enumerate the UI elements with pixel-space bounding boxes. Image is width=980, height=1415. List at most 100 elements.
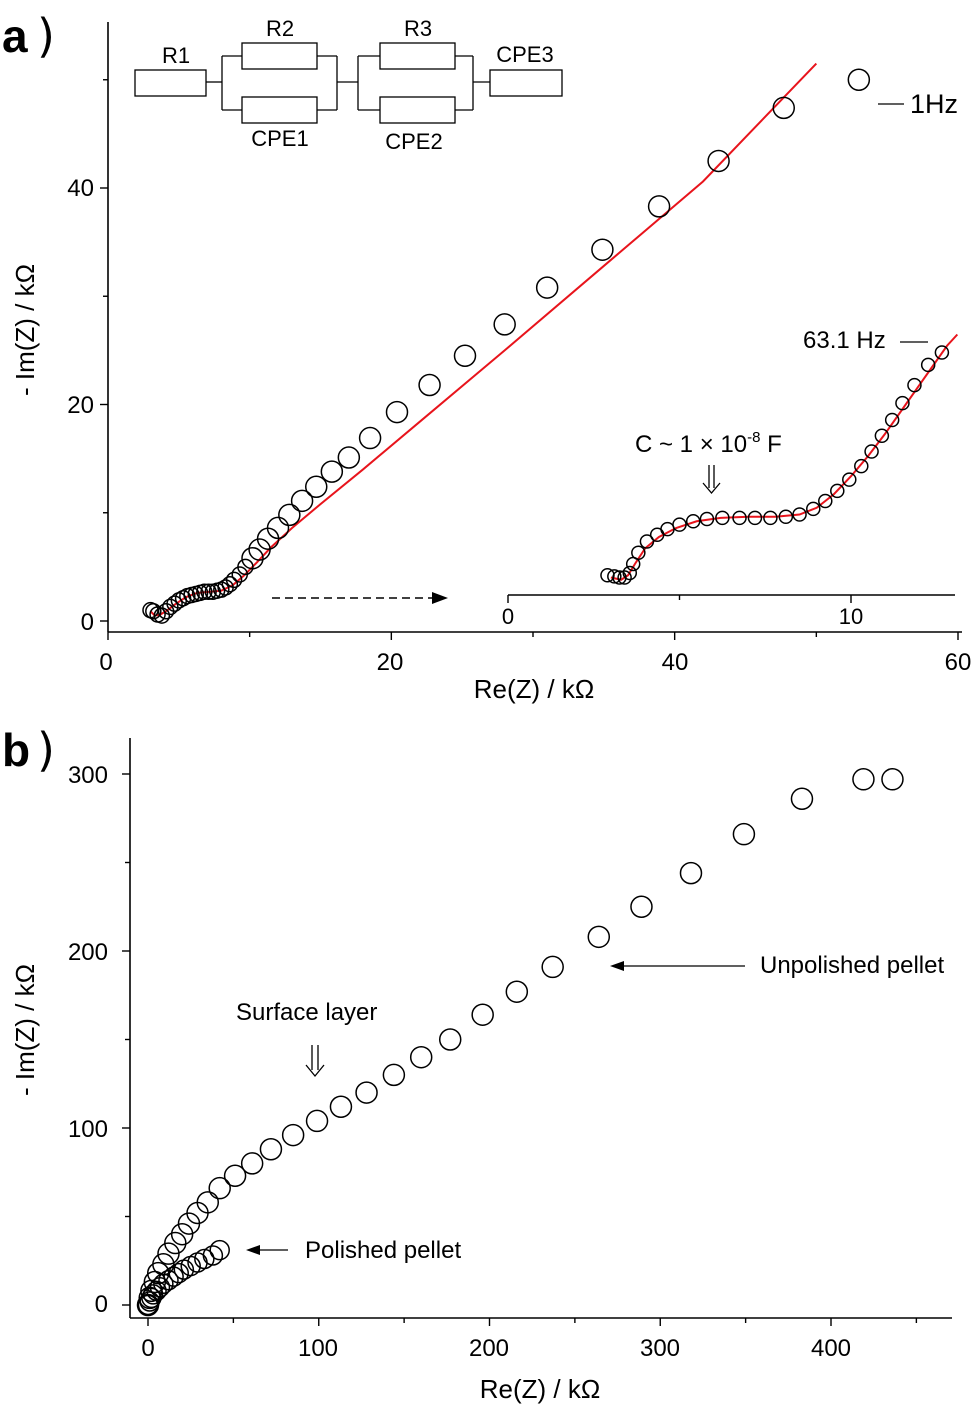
polished-data-point [141, 1287, 162, 1309]
panel-a-fit-line [149, 62, 818, 617]
circuit-r2 [241, 42, 318, 70]
unpolished-arrowhead [610, 961, 624, 971]
panel-a-xtick-label: 60 [945, 649, 972, 676]
inset-data-point [699, 511, 715, 527]
panel-a-data-point [358, 426, 382, 450]
polished-data-point [194, 1248, 215, 1270]
cap-arrow-head [702, 482, 721, 495]
panel-a-data-point [145, 603, 162, 620]
circuit-r3 [379, 42, 456, 70]
equivalent-circuit: R1 R2 CPE1 R3 CPE2 CPE3 [134, 16, 563, 154]
polished-arrowhead [246, 1245, 260, 1255]
unpolished-data-point [881, 768, 904, 791]
inset-data-point [864, 444, 879, 459]
inset-data-point [639, 534, 655, 549]
unpolished-data-point [679, 861, 703, 885]
panel-a-ticks [100, 79, 959, 640]
annot-63hz: 63.1 Hz [803, 327, 886, 354]
inset-data-point [715, 510, 730, 526]
panel-b-xtick-label: 400 [811, 1335, 851, 1362]
panel-a-data-point [196, 583, 213, 601]
panel-a-xtick-label: 20 [377, 649, 404, 676]
panel-a-data-point [278, 503, 301, 527]
circuit-cpe2 [379, 96, 456, 124]
panel-a-data-point [647, 195, 671, 218]
unpolished-data-point [208, 1176, 231, 1200]
panel-a-ytick-label: 20 [67, 392, 94, 419]
polished-data-point [142, 1284, 164, 1305]
circuit-label-r1: R1 [162, 43, 190, 68]
panel-b-xtick-label: 300 [640, 1335, 680, 1362]
circuit-label-r3: R3 [404, 16, 432, 41]
panel-a-data-point [535, 276, 559, 299]
polished-data-point [202, 1245, 224, 1266]
inset-points-layer [600, 345, 950, 585]
circuit-cpe1 [241, 96, 318, 124]
panel-a-data-point [166, 595, 183, 612]
annot-unpolished: Unpolished pellet [760, 952, 944, 979]
panel-a-data-point [305, 475, 328, 499]
inset-data-point [934, 345, 950, 360]
circuit-label-cpe2: CPE2 [385, 129, 442, 154]
polished-data-point [163, 1266, 184, 1287]
annot-1hz: 1Hz [910, 89, 958, 119]
circuit-label-cpe3: CPE3 [496, 42, 553, 67]
circuit-label-r2: R2 [266, 16, 294, 41]
inset-data-point [874, 428, 890, 443]
panel-b-ytick-label: 100 [68, 1116, 108, 1143]
inset-ticks [507, 595, 852, 603]
panel-a-data-point [225, 571, 243, 589]
panel-a-data-point [241, 546, 264, 570]
unpolished-data-point [305, 1109, 329, 1133]
unpolished-data-point [355, 1081, 378, 1104]
surface-arrow-head [305, 1064, 325, 1078]
panel-a-data-point [221, 575, 239, 593]
unpolished-data-point [790, 787, 814, 811]
panel-a-data-point [200, 583, 217, 601]
annot-polished: Polished pellet [305, 1237, 461, 1264]
unpolished-data-point [852, 768, 875, 791]
inset-data-point [806, 501, 821, 517]
inset-data-point [778, 509, 794, 524]
panel-a-x-title: Re(Z) / kΩ [474, 674, 595, 704]
panel-a: a ) 0 20 40 60 0 20 40 Re(Z) / kΩ - Im(Z… [2, 9, 971, 704]
unpolished-data-point [471, 1003, 494, 1026]
inset-xtick-label: 10 [839, 604, 863, 629]
panel-b-label: b [2, 724, 30, 776]
panel-b-points-layer [136, 768, 904, 1317]
unpolished-data-point [329, 1095, 353, 1119]
panel-a-data-point [453, 344, 477, 368]
inset-data-point [747, 510, 763, 526]
panel-a-data-point [847, 68, 871, 91]
panel-a-data-point [237, 558, 254, 576]
panel-b-xtick-label: 100 [298, 1335, 338, 1362]
polished-data-point [153, 1273, 174, 1295]
polished-data-point [146, 1280, 167, 1302]
panel-b: b ) 0 100 200 300 400 0 100 200 300 Re(Z… [2, 723, 952, 1404]
panel-a-data-point [320, 460, 344, 483]
unpolished-data-point [259, 1137, 283, 1161]
inset-data-point [920, 357, 936, 373]
panel-a-points-layer [142, 68, 871, 624]
unpolished-data-point [587, 925, 611, 949]
panel-b-y-title: - Im(Z) / kΩ [10, 964, 40, 1096]
unpolished-data-point [223, 1164, 247, 1188]
inset-data-point [854, 458, 869, 474]
inset-data-point [631, 545, 646, 560]
inset-xtick-label: 0 [502, 604, 514, 629]
panel-b-ytick-label: 200 [68, 939, 108, 966]
unpolished-data-point [196, 1191, 220, 1214]
panel-b-ticks [122, 773, 918, 1326]
panel-b-x-title: Re(Z) / kΩ [480, 1374, 601, 1404]
unpolished-data-point [438, 1028, 462, 1051]
circuit-label-cpe1: CPE1 [251, 126, 308, 151]
annot-surface-layer: Surface layer [236, 999, 377, 1026]
circuit-r1 [134, 69, 207, 97]
panel-a-data-point [493, 313, 516, 336]
inset-data-point [763, 510, 778, 526]
unpolished-data-point [541, 955, 564, 979]
inset-data-point [830, 483, 845, 499]
panel-a-paren: ) [37, 9, 55, 63]
unpolished-data-point [630, 895, 653, 918]
